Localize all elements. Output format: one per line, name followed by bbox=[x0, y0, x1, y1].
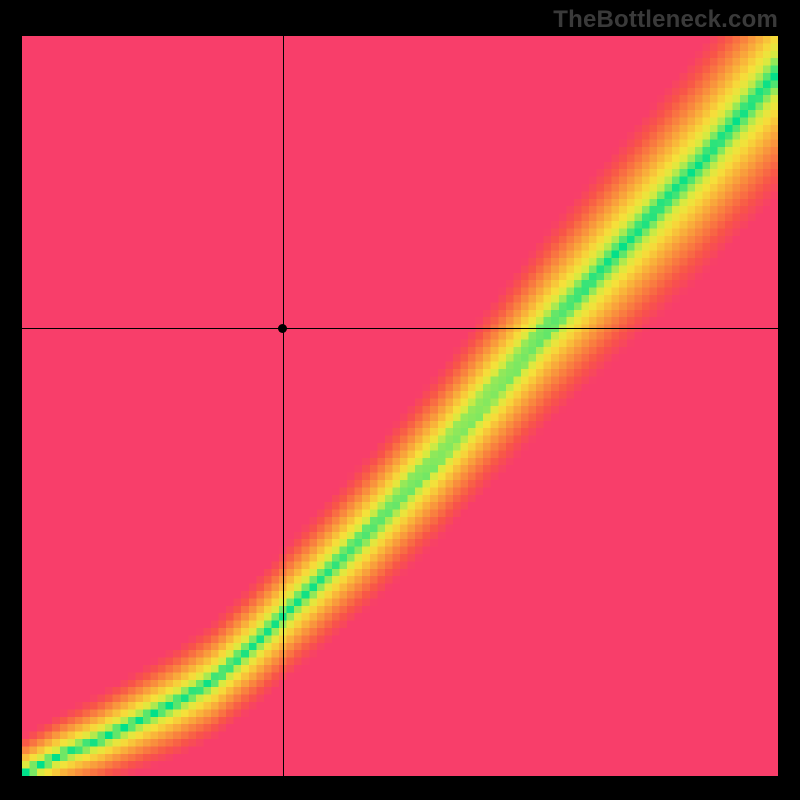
crosshair-marker bbox=[278, 324, 287, 333]
chart-container: TheBottleneck.com bbox=[0, 0, 800, 800]
heatmap-plot bbox=[22, 36, 778, 776]
watermark-text: TheBottleneck.com bbox=[553, 6, 778, 34]
crosshair-horizontal bbox=[22, 328, 778, 329]
crosshair-vertical bbox=[283, 36, 284, 776]
